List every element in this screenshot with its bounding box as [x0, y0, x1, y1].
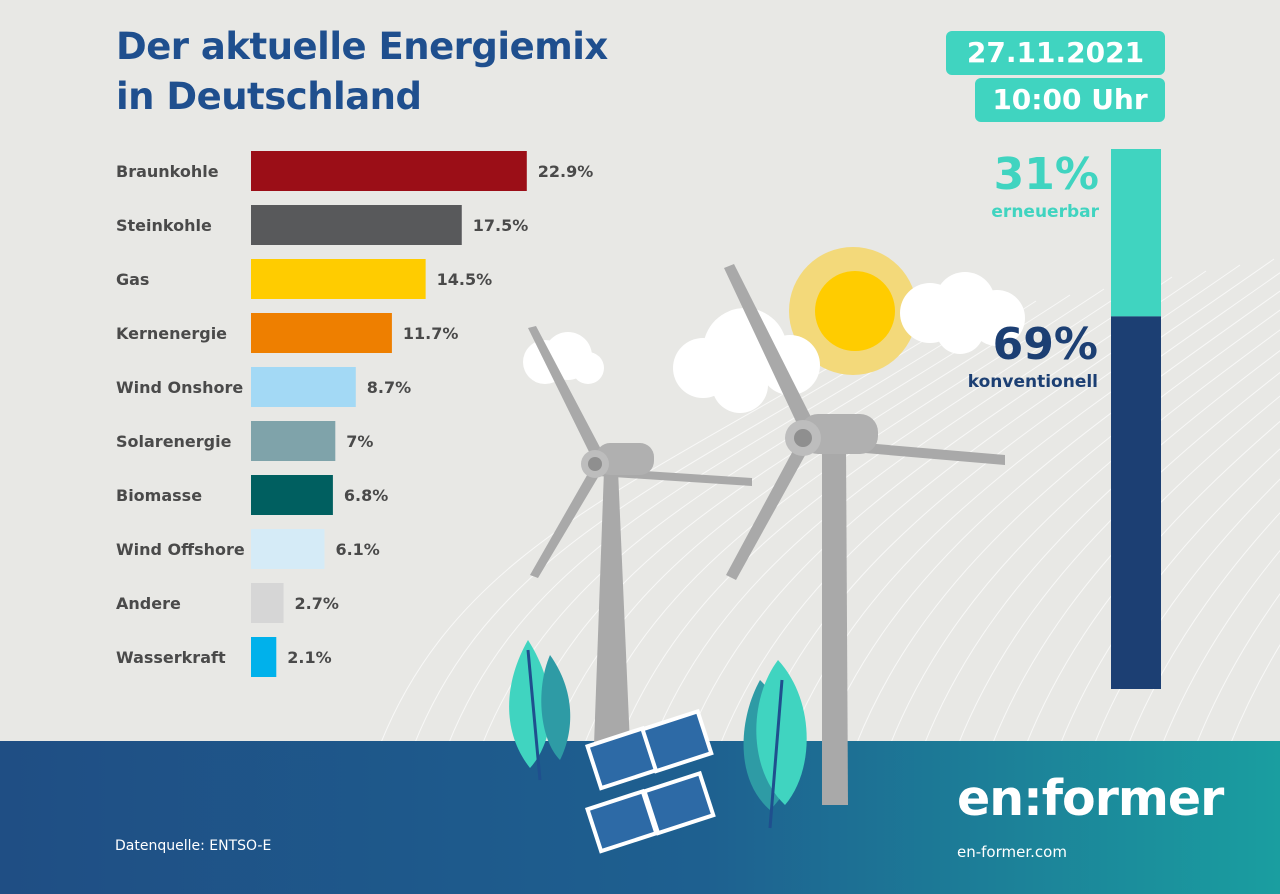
bar: [251, 475, 333, 515]
category-label: Gas: [116, 270, 149, 289]
renewable-percent: 31%: [993, 149, 1099, 200]
brand-logo: en:former: [957, 770, 1224, 827]
bar: [251, 367, 356, 407]
renewable-share-segment: [1111, 149, 1161, 317]
cloud-icon: [900, 272, 1025, 354]
category-label: Solarenergie: [116, 432, 232, 451]
category-label: Wind Offshore: [116, 540, 245, 559]
wind-turbine-small: [528, 326, 752, 745]
category-label: Kernenergie: [116, 324, 227, 343]
bar: [251, 529, 325, 569]
solar-panels-icon: [585, 708, 716, 854]
share-layer: [1111, 149, 1161, 689]
wave-line: [1059, 448, 1280, 746]
category-label: Wasserkraft: [116, 648, 226, 667]
bar: [251, 583, 284, 623]
wave-line: [1195, 593, 1280, 746]
wind-turbine-large: [724, 264, 1005, 805]
wave-line: [1025, 420, 1280, 746]
wave-line: [685, 270, 1207, 746]
bars-layer: Braunkohle 22.9% Steinkohle 17.5% Gas 14.5% Ke…: [116, 151, 593, 677]
wave-line: [447, 312, 969, 746]
value-label: 22.9%: [538, 162, 594, 181]
bar: [251, 637, 277, 677]
value-label: 6.1%: [335, 540, 379, 559]
time-badge: 10:00 Uhr: [975, 78, 1165, 122]
value-label: 17.5%: [473, 216, 529, 235]
category-label: Steinkohle: [116, 216, 212, 235]
value-label: 14.5%: [437, 270, 493, 289]
renewable-share: 31% erneuerbar: [991, 148, 1099, 222]
conventional-share-segment: [1111, 316, 1161, 689]
wave-line: [1229, 644, 1280, 746]
title-line-2: in Deutschland: [116, 75, 422, 118]
category-label: Braunkohle: [116, 162, 219, 181]
page-title: Der aktuelle Energiemix in Deutschland: [116, 22, 608, 122]
category-label: Wind Onshore: [116, 378, 243, 397]
conventional-share: 69% konventionell: [968, 318, 1098, 392]
bar: [251, 421, 336, 461]
category-label: Andere: [116, 594, 181, 613]
bar: [251, 259, 426, 299]
conventional-label: konventionell: [967, 372, 1098, 392]
wave-line: [617, 282, 1139, 746]
value-label: 8.7%: [367, 378, 411, 397]
wave-line: [991, 395, 1280, 746]
category-label: Biomasse: [116, 486, 202, 505]
website-link[interactable]: en-former.com: [957, 843, 1067, 861]
sun-icon: [789, 247, 917, 375]
wave-line: [821, 290, 1280, 746]
conventional-percent: 69%: [992, 319, 1098, 370]
wave-line: [1161, 549, 1280, 746]
wave-line: [753, 258, 1275, 746]
wave-line: [855, 309, 1280, 746]
bar: [251, 313, 392, 353]
wave-line: [1127, 512, 1280, 746]
wave-line: [889, 329, 1280, 746]
bar: [251, 205, 462, 245]
value-label: 7%: [346, 432, 373, 451]
data-source: Datenquelle: ENTSO-E: [115, 838, 272, 854]
renewable-label: erneuerbar: [991, 202, 1099, 222]
title-line-1: Der aktuelle Energiemix: [116, 25, 608, 68]
value-label: 11.7%: [403, 324, 459, 343]
value-label: 6.8%: [344, 486, 388, 505]
tree-right: [743, 660, 807, 829]
date-badge: 27.11.2021: [946, 31, 1165, 75]
bar: [251, 151, 527, 191]
tree-left: [509, 640, 571, 781]
wave-line: [549, 294, 1071, 746]
value-label: 2.1%: [287, 648, 331, 667]
value-label: 2.7%: [295, 594, 339, 613]
